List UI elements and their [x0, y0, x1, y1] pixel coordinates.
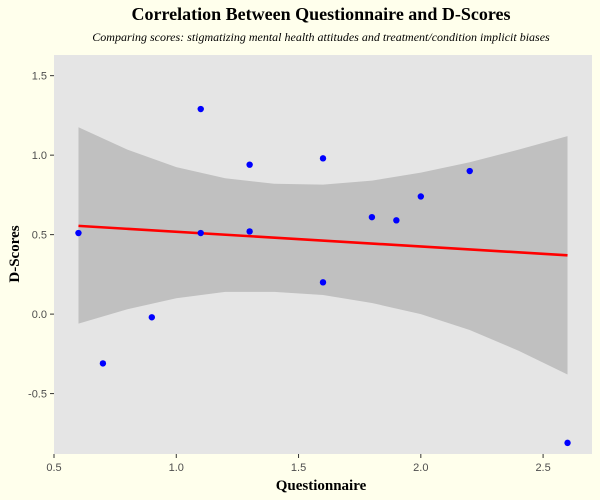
- x-axis-title: Questionnaire: [276, 478, 367, 494]
- data-point: [246, 161, 253, 168]
- data-point: [99, 360, 107, 367]
- y-tick-label: -0.5: [28, 389, 47, 401]
- data-point: [197, 105, 204, 113]
- data-point: [319, 279, 327, 286]
- confidence-band: [78, 127, 568, 375]
- x-tick-label: 2.0: [413, 462, 428, 474]
- data-point: [466, 167, 473, 175]
- data-point: [148, 314, 156, 321]
- y-tick-label: 0.5: [32, 230, 47, 242]
- x-tick-label: 1.0: [169, 462, 184, 474]
- data-point: [417, 193, 425, 200]
- chart-subtitle: Comparing scores: stigmatizing mental he…: [92, 30, 550, 44]
- data-point: [368, 213, 376, 221]
- y-tick-label: 1.5: [32, 71, 47, 83]
- trend-line: [78, 224, 568, 257]
- chart-title: Correlation Between Questionnaire and D-…: [132, 4, 511, 24]
- y-tick-label: 0.0: [32, 309, 47, 321]
- y-tick-label: 1.0: [32, 150, 47, 162]
- x-tick-label: 2.5: [535, 462, 550, 474]
- x-tick-label: 1.5: [291, 462, 306, 474]
- x-tick-label: 0.5: [46, 462, 61, 474]
- data-point: [75, 229, 82, 237]
- data-point: [246, 228, 253, 235]
- data-point: [319, 155, 327, 162]
- y-axis-title: D-Scores: [7, 225, 23, 282]
- data-point: [564, 439, 571, 447]
- data-point: [197, 229, 204, 237]
- data-point: [393, 217, 400, 224]
